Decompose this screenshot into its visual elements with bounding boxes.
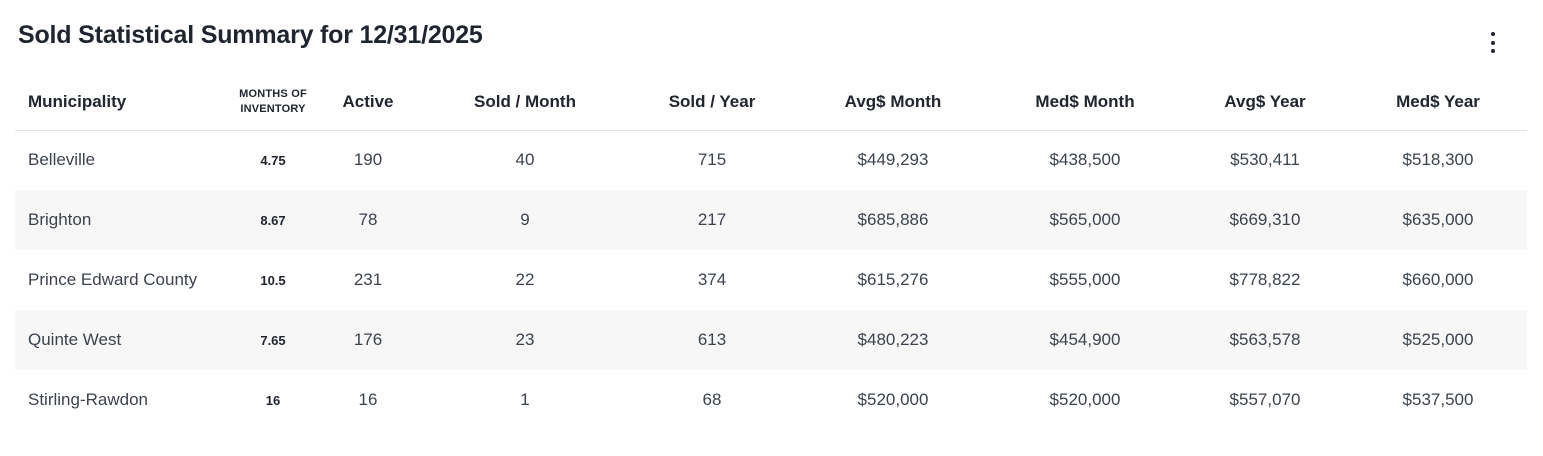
cell-municipality: Belleville [28, 150, 96, 170]
col-header-avg-year: Avg$ Year [1181, 74, 1349, 131]
cell-sold-year: 613 [697, 330, 727, 349]
cell-avg-year: $563,578 [1229, 330, 1301, 349]
cell-active: 231 [353, 270, 383, 289]
cell-avg-year: $530,411 [1230, 150, 1300, 170]
cell-sold-year: 715 [697, 150, 727, 170]
col-header-med-year: Med$ Year [1349, 74, 1527, 131]
cell-avg-month: $615,276 [857, 270, 929, 289]
cell-sold-year: 217 [697, 210, 727, 229]
cell-municipality: Prince Edward County [28, 270, 198, 289]
col-header-sold-month: Sold / Month [423, 74, 627, 131]
cell-med-month: $454,900 [1049, 330, 1121, 349]
statistics-table: Municipality MONTHS OF INVENTORY Active … [15, 74, 1527, 430]
col-header-med-month: Med$ Month [989, 74, 1181, 131]
cell-active: 190 [353, 150, 383, 170]
cell-active: 78 [358, 210, 378, 229]
col-header-avg-month: Avg$ Month [797, 74, 989, 131]
cell-sold-month: 23 [515, 330, 535, 349]
table-row-quinte-west: Quinte West 7.65 176 23 613 $480,223 $45… [15, 310, 1527, 370]
cell-months-of-inventory: 8.67 [260, 212, 286, 228]
cell-avg-year: $778,822 [1229, 270, 1301, 289]
cell-active: 16 [358, 390, 378, 409]
cell-sold-month: 9 [520, 210, 530, 229]
cell-active: 176 [353, 330, 383, 349]
kebab-menu-icon[interactable] [1483, 26, 1503, 59]
cell-med-month: $565,000 [1049, 210, 1121, 229]
col-header-active: Active [313, 74, 423, 131]
cell-med-year: $660,000 [1402, 270, 1474, 289]
kebab-dot [1491, 49, 1495, 53]
cell-sold-month: 40 [515, 150, 535, 170]
months-of-inventory-line1: MONTHS OF [239, 87, 307, 100]
cell-avg-month: $480,223 [857, 330, 929, 349]
cell-sold-month: 22 [515, 270, 535, 289]
table-header-row: Municipality MONTHS OF INVENTORY Active … [15, 74, 1527, 131]
cell-med-year: $635,000 [1402, 210, 1474, 229]
kebab-dot [1491, 40, 1495, 45]
cell-municipality: Stirling-Rawdon [28, 390, 148, 409]
widget-header: Sold Statistical Summary for 12/31/2025 [0, 0, 1543, 74]
cell-municipality: Brighton [28, 210, 92, 229]
cell-med-month: $555,000 [1049, 270, 1121, 289]
cell-avg-month: $685,886 [857, 210, 929, 229]
cell-sold-year: 374 [697, 270, 727, 289]
table-row-prince-edward-county: Prince Edward County 10.5 231 22 374 $61… [15, 250, 1527, 310]
cell-avg-year: $557,070 [1229, 390, 1301, 409]
cell-med-year: $537,500 [1402, 390, 1474, 409]
col-header-months-of-inventory: MONTHS OF INVENTORY [233, 74, 313, 131]
cell-months-of-inventory: 16 [265, 392, 281, 408]
cell-avg-year: $669,310 [1229, 210, 1301, 229]
kebab-dot [1491, 32, 1495, 36]
cell-med-year: $525,000 [1402, 330, 1474, 349]
cell-months-of-inventory: 7.65 [260, 332, 286, 348]
cell-med-month: $520,000 [1049, 390, 1121, 409]
table-row-belleville: Belleville 4.75 190 40 715 $449,293 $438… [15, 130, 1527, 190]
cell-months-of-inventory: 10.5 [260, 272, 286, 288]
table-row-brighton: Brighton 8.67 78 9 217 $685,886 $565,000… [15, 190, 1527, 250]
cell-avg-month: $449,293 [857, 150, 929, 170]
cell-months-of-inventory: 4.75 [260, 152, 286, 168]
cell-sold-year: 68 [702, 390, 722, 409]
cell-sold-month: 1 [520, 390, 530, 409]
col-header-municipality: Municipality [15, 74, 233, 131]
page-title: Sold Statistical Summary for 12/31/2025 [18, 21, 483, 49]
cell-avg-month: $520,000 [857, 390, 929, 409]
months-of-inventory-line2: INVENTORY [240, 102, 306, 115]
cell-med-month: $438,500 [1049, 150, 1121, 170]
col-header-sold-year: Sold / Year [627, 74, 797, 131]
table-row-stirling-rawdon: Stirling-Rawdon 16 16 1 68 $520,000 $520… [15, 370, 1527, 430]
cell-municipality: Quinte West [28, 330, 122, 349]
cell-med-year: $518,300 [1402, 150, 1474, 170]
